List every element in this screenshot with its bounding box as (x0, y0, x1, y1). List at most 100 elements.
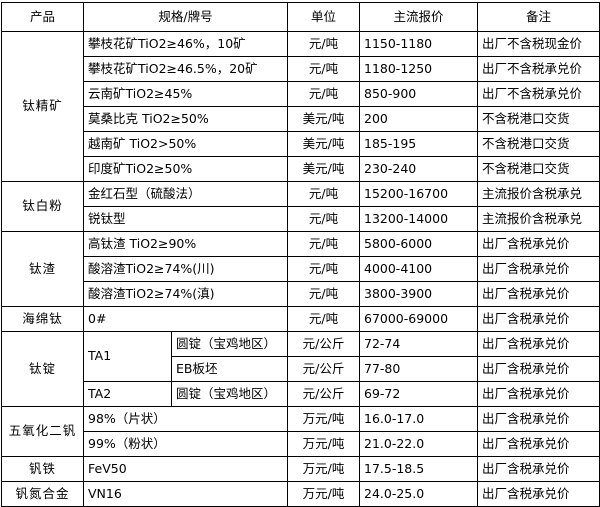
cell-remark: 出厂含税承兑价 (477, 231, 600, 257)
cell-price: 200 (359, 106, 478, 132)
table-row: 99%（粉状） 万元/吨 21.0-22.0 出厂含税承兑价 (2, 431, 600, 457)
cell-spec-primary: VN16 (83, 481, 288, 507)
cell-remark: 不含税港口交货 (477, 156, 600, 182)
table-row: 钒氮合金 VN16 万元/吨 24.0-25.0 出厂含税承兑价 (1, 481, 600, 507)
cell-unit: 万元/吨 (287, 431, 360, 457)
table-row: 攀枝花矿TiO2≥46.5%，20矿 元/吨 1180-1250 出厂不含税承兑价 (2, 56, 600, 82)
cell-unit: 元/吨 (287, 81, 360, 107)
cell-unit: 美元/吨 (287, 131, 360, 157)
cell-product: 钛渣 (1, 231, 84, 307)
header-unit: 单位 (287, 2, 360, 32)
cell-unit: 元/吨 (287, 56, 360, 82)
cell-remark: 出厂含税承兑价 (477, 481, 600, 507)
cell-price: 850-900 (359, 81, 478, 107)
cell-remark: 出厂含税承兑价 (477, 456, 600, 482)
table-row: 钒铁 FeV50 万元/吨 17.5-18.5 出厂含税承兑价 (1, 456, 600, 482)
cell-unit: 元/吨 (287, 181, 360, 207)
cell-spec-primary: 攀枝花矿TiO2≥46.5%，20矿 (83, 56, 288, 82)
cell-unit: 元/公斤 (287, 331, 360, 357)
cell-unit: 元/吨 (287, 31, 360, 57)
table-row: 越南矿 TiO2>50% 美元/吨 185-195 不含税港口交货 (2, 131, 600, 157)
table-row: 锐钛型 元/吨 13200-14000 主流报价含税承兑 (2, 206, 600, 232)
cell-product: 海绵钛 (1, 306, 84, 332)
table-row: 云南矿TiO2≥45% 元/吨 850-900 出厂不含税承兑价 (2, 81, 600, 107)
cell-unit: 元/公斤 (287, 356, 360, 382)
cell-remark: 主流报价含税承兑 (477, 206, 600, 232)
cell-product: 钒氮合金 (1, 481, 84, 507)
cell-unit: 元/吨 (287, 256, 360, 282)
cell-spec-primary: 酸溶渣TiO2≥74%(川) (83, 256, 288, 282)
cell-remark: 出厂含税承兑价 (477, 281, 600, 307)
cell-spec-primary: 云南矿TiO2≥45% (83, 81, 288, 107)
table-row: TA2 圆锭（宝鸡地区） 元/公斤 69-72 出厂含税承兑价 (2, 381, 600, 407)
table-row: 钛锭 TA1 圆锭（宝鸡地区） 元/公斤 72-74 出厂含税承兑价 (1, 331, 600, 407)
cell-unit: 万元/吨 (287, 481, 360, 507)
cell-spec-secondary: 圆锭（宝鸡地区） (171, 381, 288, 407)
cell-remark: 出厂不含税承兑价 (477, 81, 600, 107)
cell-product: 钛精矿 (1, 31, 84, 182)
cell-unit: 元/吨 (287, 231, 360, 257)
cell-spec-primary: 高钛渣 TiO2≥90% (83, 231, 288, 257)
cell-product: 钒铁 (1, 456, 84, 482)
table-body: 钛精矿 攀枝花矿TiO2≥46%，10矿 元/吨 1150-1180 出厂不含税现金价攀… (1, 31, 600, 507)
table-row: 印度矿TiO2≥50% 美元/吨 230-240 不含税港口交货 (2, 156, 600, 182)
table-header: 产品 规格/牌号 单位 主流报价 备注 (1, 2, 600, 32)
table-row: EB板坯 元/公斤 77-80 出厂含税承兑价 (2, 356, 600, 382)
table-header-row: 产品 规格/牌号 单位 主流报价 备注 (1, 2, 600, 32)
cell-remark: 出厂含税承兑价 (477, 381, 600, 407)
table-row: 钛渣 高钛渣 TiO2≥90% 元/吨 5800-6000 出厂含税承兑价 (1, 231, 600, 307)
cell-spec-secondary: EB板坯 (171, 356, 288, 382)
cell-spec-primary: 攀枝花矿TiO2≥46%，10矿 (83, 31, 288, 57)
header-remark: 备注 (477, 2, 600, 32)
cell-price: 16.0-17.0 (359, 406, 478, 432)
table-row: 莫桑比克 TiO2≥50% 美元/吨 200 不含税港口交货 (2, 106, 600, 132)
cell-unit: 美元/吨 (287, 106, 360, 132)
cell-remark: 出厂不含税现金价 (477, 31, 600, 57)
cell-price: 185-195 (359, 131, 478, 157)
cell-spec-primary: 99%（粉状） (83, 431, 288, 457)
cell-spec-primary: FeV50 (83, 456, 288, 482)
cell-price: 3800-3900 (359, 281, 478, 307)
header-spec: 规格/牌号 (83, 2, 288, 32)
cell-spec-primary: 印度矿TiO2≥50% (83, 156, 288, 182)
cell-price: 1150-1180 (359, 31, 478, 57)
cell-unit: 元/公斤 (287, 381, 360, 407)
cell-remark: 主流报价含税承兑 (477, 181, 600, 207)
cell-price: 77-80 (359, 356, 478, 382)
cell-price: 24.0-25.0 (359, 481, 478, 507)
cell-unit: 万元/吨 (287, 456, 360, 482)
cell-remark: 不含税港口交货 (477, 131, 600, 157)
cell-product: 钛白粉 (1, 181, 84, 232)
cell-remark: 出厂含税承兑价 (477, 256, 600, 282)
cell-remark: 出厂不含税承兑价 (477, 56, 600, 82)
cell-price: 69-72 (359, 381, 478, 407)
table-row: 钛精矿 攀枝花矿TiO2≥46%，10矿 元/吨 1150-1180 出厂不含税现金价 (1, 31, 600, 182)
cell-price: 1180-1250 (359, 56, 478, 82)
cell-spec-primary: 98%（片状） (83, 406, 288, 432)
cell-price: 5800-6000 (359, 231, 478, 257)
cell-price: 15200-16700 (359, 181, 478, 207)
cell-remark: 出厂含税承兑价 (477, 356, 600, 382)
cell-price: 21.0-22.0 (359, 431, 478, 457)
cell-spec-primary: TA1 (83, 331, 172, 382)
cell-unit: 万元/吨 (287, 406, 360, 432)
table-row: 海绵钛 0# 元/吨 67000-69000 出厂含税承兑价 (1, 306, 600, 332)
header-price: 主流报价 (359, 2, 478, 32)
cell-unit: 元/吨 (287, 281, 360, 307)
cell-remark: 出厂含税承兑价 (477, 431, 600, 457)
cell-spec-primary: 金红石型（硫酸法） (83, 181, 288, 207)
cell-price: 17.5-18.5 (359, 456, 478, 482)
table-row: 钛白粉 金红石型（硫酸法） 元/吨 15200-16700 主流报价含税承兑 (1, 181, 600, 232)
cell-unit: 美元/吨 (287, 156, 360, 182)
table-row: 酸溶渣TiO2≥74%(滇) 元/吨 3800-3900 出厂含税承兑价 (2, 281, 600, 307)
cell-remark: 出厂含税承兑价 (477, 331, 600, 357)
cell-price: 72-74 (359, 331, 478, 357)
cell-spec-primary: 越南矿 TiO2>50% (83, 131, 288, 157)
cell-remark: 出厂含税承兑价 (477, 406, 600, 432)
header-product: 产品 (1, 2, 84, 32)
cell-price: 67000-69000 (359, 306, 478, 332)
cell-price: 230-240 (359, 156, 478, 182)
cell-spec-primary: 锐钛型 (83, 206, 288, 232)
